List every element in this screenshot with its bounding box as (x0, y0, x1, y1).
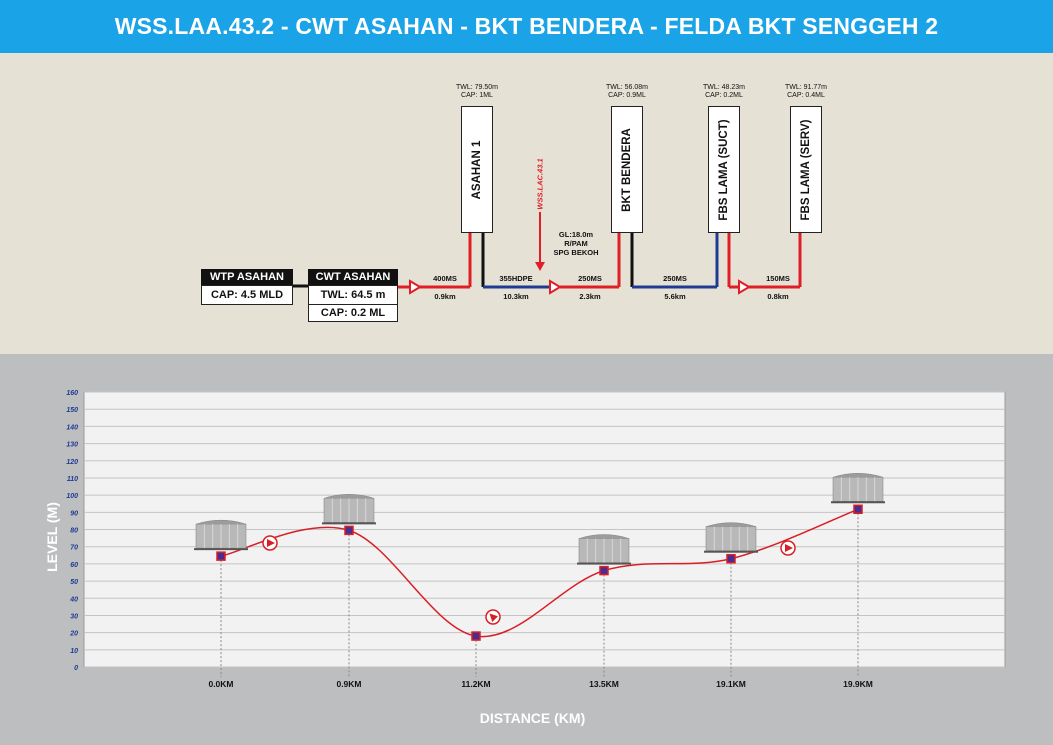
pipe-4-length: 5.6km (664, 292, 686, 301)
connection-place: SPG BEKOH (553, 248, 599, 257)
pipe-5-length: 0.8km (767, 292, 789, 301)
y-tick-label: 160 (66, 390, 78, 397)
connection-rpam: R/PAM (564, 239, 588, 248)
tank-icon-roof (705, 522, 757, 528)
tank-icon-base (831, 501, 885, 504)
y-tick-label: 30 (70, 613, 78, 620)
x-tick-label: 19.9KM (843, 679, 873, 689)
connection-gl: GL:18.0m (558, 230, 594, 239)
data-point (853, 504, 863, 515)
tank-icon-base (704, 550, 758, 553)
elevation-line (220, 508, 859, 638)
tank-fbs-lama-suct-twl: TWL: 48.23m (702, 84, 745, 91)
tank-fbs-lama-suct: FBS LAMA (SUCT) (708, 106, 740, 233)
pipe-1-length: 0.9km (434, 292, 456, 301)
page-title: WSS.LAA.43.2 - CWT ASAHAN - BKT BENDERA … (0, 0, 1053, 53)
y-tick-label: 150 (66, 407, 78, 414)
y-tick-label: 120 (66, 459, 78, 466)
tank-bkt-bendera: BKT BENDERA (611, 106, 643, 233)
tank-bkt-bendera-twl: TWL: 56.08m (605, 84, 648, 91)
y-tick-label: 40 (69, 596, 78, 603)
tank-icon-base (322, 522, 376, 525)
tank-icon-base (577, 562, 631, 565)
wtp-capacity: CAP: 4.5 MLD (201, 285, 293, 305)
y-tick-label: 70 (70, 545, 78, 552)
tank-fbs-lama-serv-cap: CAP: 0.4ML (787, 92, 825, 99)
pipe-5-spec: 150MS (766, 274, 790, 283)
wtp-name: WTP ASAHAN (201, 269, 293, 285)
pipe-3-spec: 250MS (578, 274, 602, 283)
tank-icon-roof (578, 534, 630, 539)
cwt-name: CWT ASAHAN (308, 269, 398, 285)
x-tick-label: 0.9KM (336, 679, 361, 689)
tank-icon-roof (323, 494, 375, 499)
x-tick-label: 13.5KM (589, 679, 619, 689)
x-tick-label: 11.2KM (461, 679, 490, 689)
y-tick-label: 0 (74, 665, 78, 672)
pump-arrow (785, 544, 793, 552)
tank-icon-roof (832, 472, 884, 478)
y-tick-label: 20 (69, 631, 78, 638)
pipe-2-spec: 355HDPE (499, 274, 533, 283)
x-tick-label: 19.1KM (716, 679, 746, 689)
y-tick-label: 80 (70, 528, 78, 535)
pump-arrow (267, 539, 275, 547)
tank-icon-base (194, 548, 248, 551)
cwt-capacity: CAP: 0.2 ML (308, 304, 398, 322)
y-tick-label: 100 (66, 493, 78, 500)
y-tick-label: 90 (70, 510, 78, 517)
x-tick-label: 0.0KM (208, 679, 233, 689)
y-tick-label: 60 (70, 562, 78, 569)
pipe-1-spec: 400MS (433, 274, 457, 283)
pipe-2-length: 10.3km (503, 292, 529, 301)
data-point (726, 553, 736, 564)
y-tick-label: 140 (66, 424, 78, 431)
data-point (599, 565, 609, 576)
tank-asahan-1: ASAHAN 1 (461, 106, 493, 233)
data-point (471, 631, 481, 641)
tank-asahan-1-twl: TWL: 79.50m (455, 84, 498, 91)
network-schematic (0, 53, 1053, 354)
y-tick-label: 50 (70, 579, 78, 586)
x-axis-title: DISTANCE (KM) (479, 710, 586, 726)
y-tick-label: 110 (67, 476, 78, 483)
tank-bkt-bendera-cap: CAP: 0.9ML (608, 92, 646, 99)
tank-asahan-1-cap: CAP: 1ML (461, 92, 493, 99)
pump-arrow (489, 613, 498, 622)
pipe-3-length: 2.3km (579, 292, 601, 301)
tank-fbs-lama-serv-twl: TWL: 91.77m (784, 84, 827, 91)
tank-fbs-lama-serv: FBS LAMA (SERV) (790, 106, 822, 233)
data-point (344, 525, 354, 536)
data-point (216, 551, 226, 561)
y-tick-label: 130 (66, 442, 78, 449)
tank-fbs-lama-suct-cap: CAP: 0.2ML (705, 92, 743, 99)
tank-icon-roof (195, 519, 247, 525)
pipe-4-spec: 250MS (663, 274, 687, 283)
y-tick-label: 10 (70, 648, 78, 655)
